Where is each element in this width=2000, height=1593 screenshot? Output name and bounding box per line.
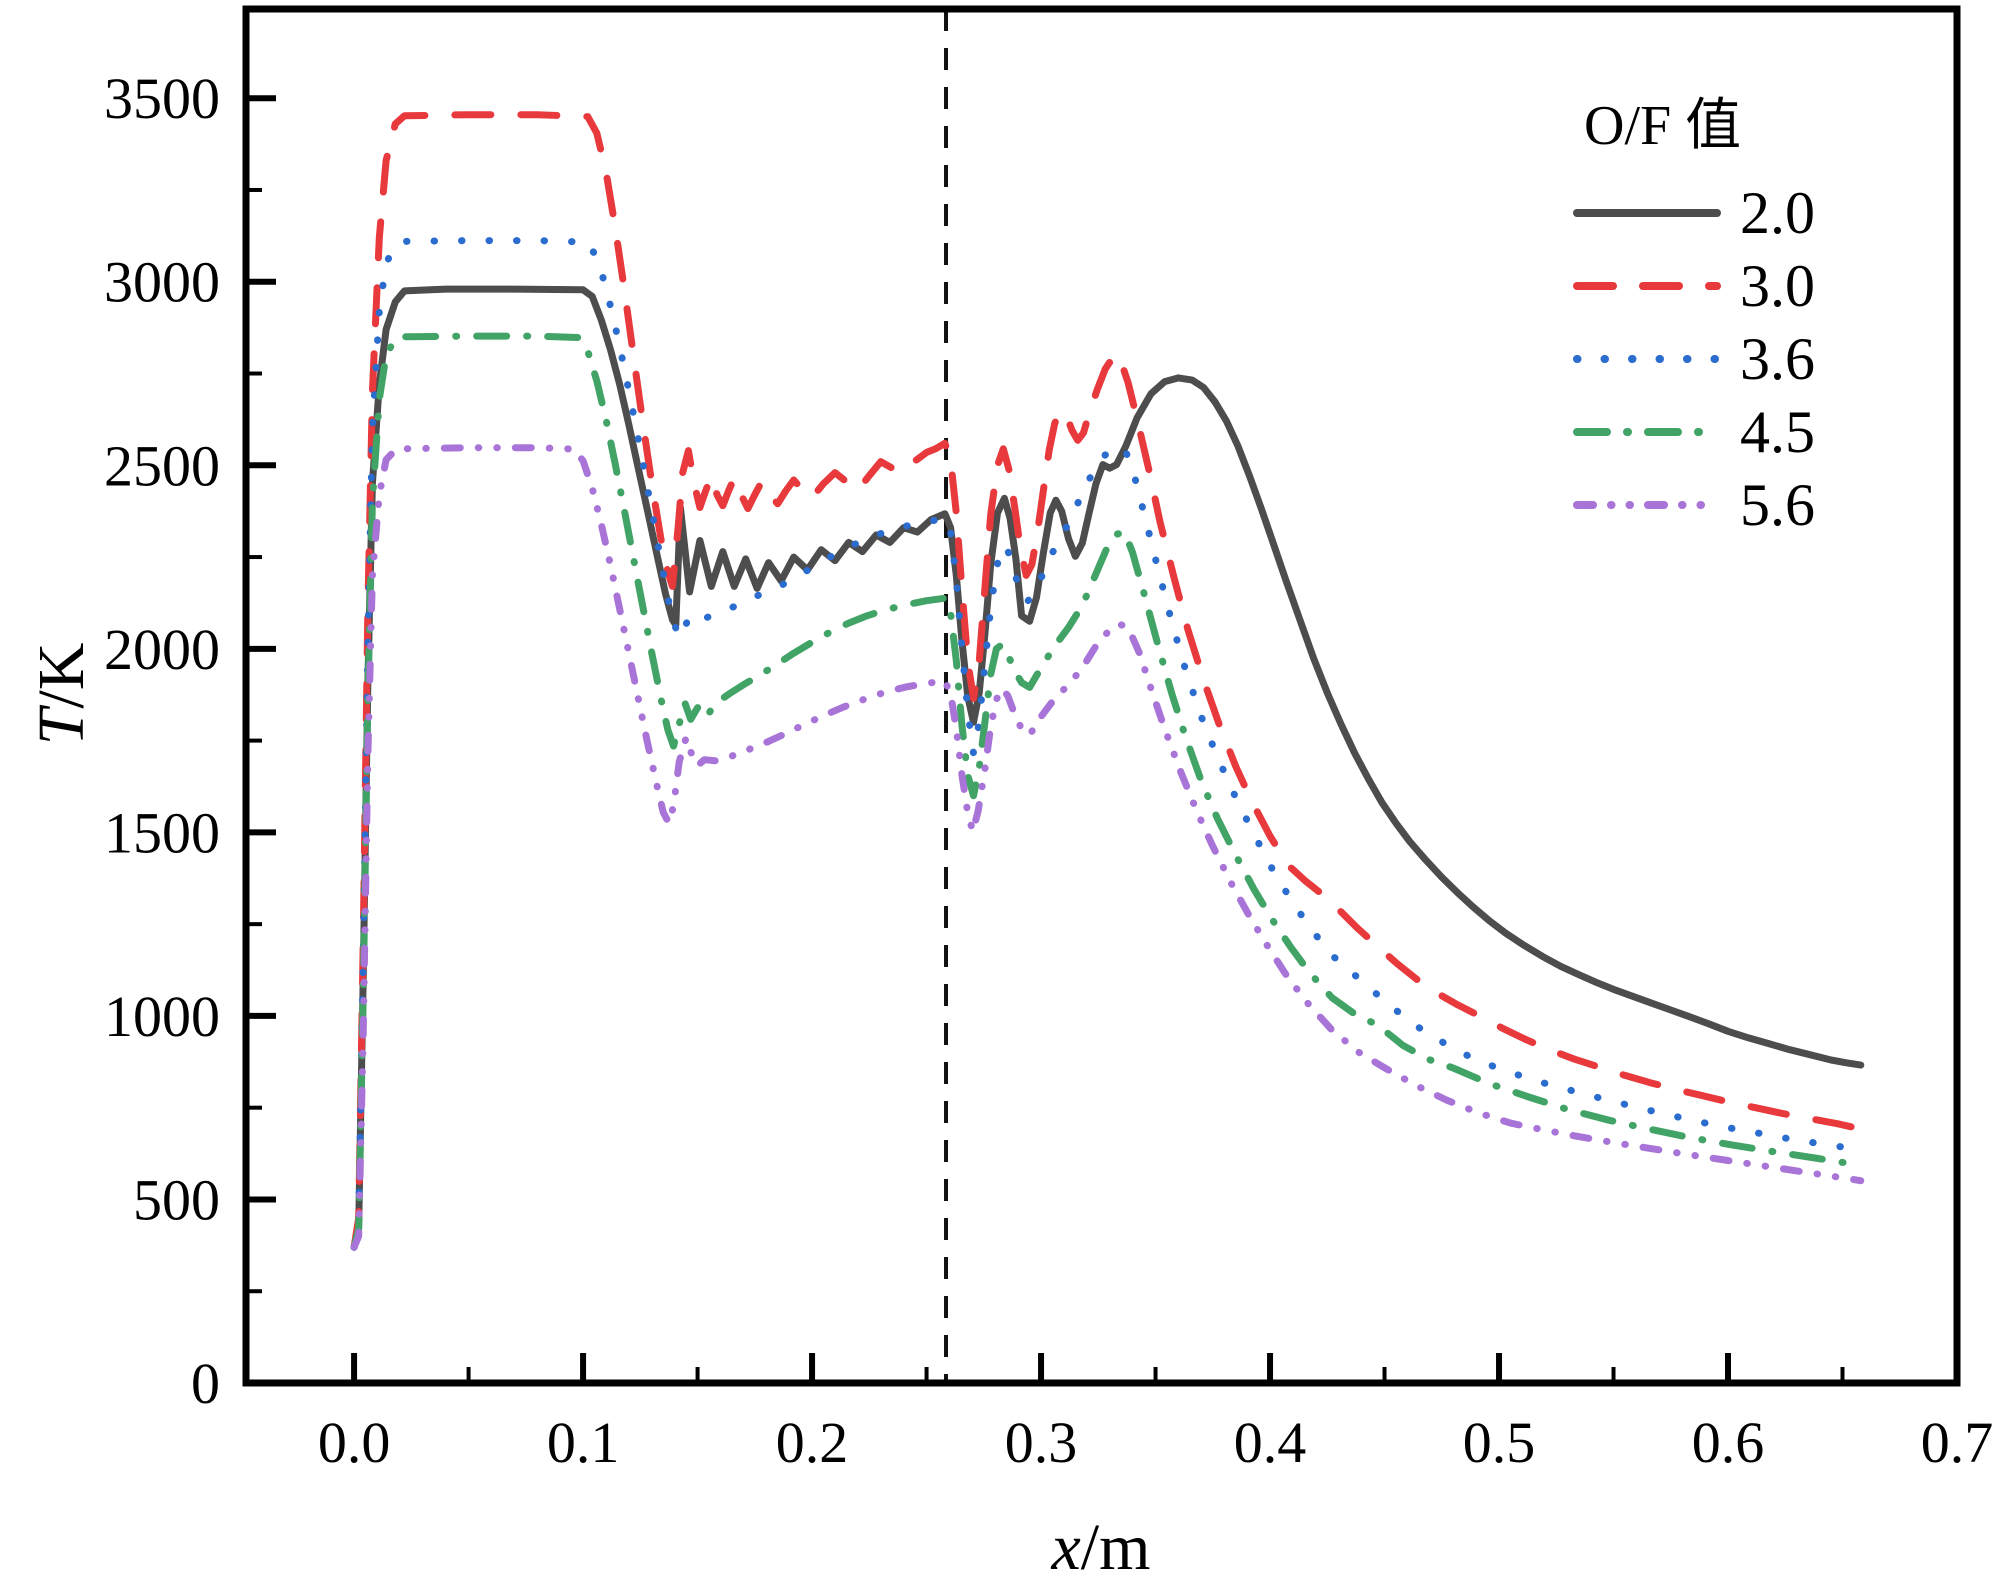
legend-swatch-dotted bbox=[1573, 354, 1721, 363]
legend-item-3.0: 3.0 bbox=[1572, 249, 1952, 322]
x-axis-unit: /m bbox=[1080, 1511, 1151, 1584]
legend-items: 2.0 3.0 3.6 4.5 5.6 bbox=[1572, 176, 1952, 541]
x-tick-label: 0.3 bbox=[1005, 1410, 1078, 1475]
legend: O/F 值 2.0 3.0 3.6 4.5 5.6 bbox=[1572, 98, 1952, 541]
y-tick-label: 500 bbox=[133, 1167, 220, 1232]
y-tick-label: 2000 bbox=[104, 617, 220, 682]
plot-frame bbox=[242, 5, 1961, 1387]
y-tick-label: 3500 bbox=[104, 66, 220, 131]
legend-item-2.0: 2.0 bbox=[1572, 176, 1952, 249]
legend-title: O/F 值 bbox=[1584, 95, 1742, 157]
legend-label: 2.0 bbox=[1740, 179, 1815, 246]
legend-swatch-dashdotdot bbox=[1573, 500, 1721, 509]
y-axis-variable: T bbox=[25, 708, 98, 746]
series-line-5.6 bbox=[350, 444, 1865, 1251]
legend-item-5.6: 5.6 bbox=[1572, 468, 1952, 541]
legend-label: 4.5 bbox=[1740, 398, 1815, 465]
x-tick-label: 0.1 bbox=[547, 1410, 620, 1475]
x-axis-title: x/m bbox=[1052, 1515, 1151, 1581]
x-tick-label: 0.7 bbox=[1921, 1410, 1994, 1475]
x-tick-label: 0.0 bbox=[318, 1410, 391, 1475]
legend-label: 3.0 bbox=[1740, 252, 1815, 319]
x-tick-label: 0.2 bbox=[776, 1410, 849, 1475]
y-axis-unit: /K bbox=[25, 642, 98, 709]
y-tick-label: 1500 bbox=[104, 800, 220, 865]
x-tick-label: 0.5 bbox=[1463, 1410, 1536, 1475]
legend-label: 3.6 bbox=[1740, 325, 1815, 392]
x-tick-label: 0.6 bbox=[1692, 1410, 1765, 1475]
legend-swatch-dashdot bbox=[1573, 427, 1721, 436]
y-tick-label: 0 bbox=[191, 1351, 220, 1416]
series-line-3.0 bbox=[350, 111, 1865, 1251]
y-tick-label: 1000 bbox=[104, 984, 220, 1049]
y-tick-label: 3000 bbox=[104, 250, 220, 315]
y-tick-label: 2500 bbox=[104, 433, 220, 498]
legend-swatch-dashed bbox=[1573, 281, 1721, 290]
legend-item-4.5: 4.5 bbox=[1572, 395, 1952, 468]
x-tick-label: 0.4 bbox=[1234, 1410, 1307, 1475]
legend-item-3.6: 3.6 bbox=[1572, 322, 1952, 395]
legend-swatch-solid bbox=[1573, 208, 1721, 217]
legend-label: 5.6 bbox=[1740, 471, 1815, 538]
y-axis-title: T/K bbox=[25, 643, 98, 746]
x-axis-variable: x bbox=[1051, 1511, 1081, 1584]
series-line-4.5 bbox=[350, 332, 1865, 1251]
